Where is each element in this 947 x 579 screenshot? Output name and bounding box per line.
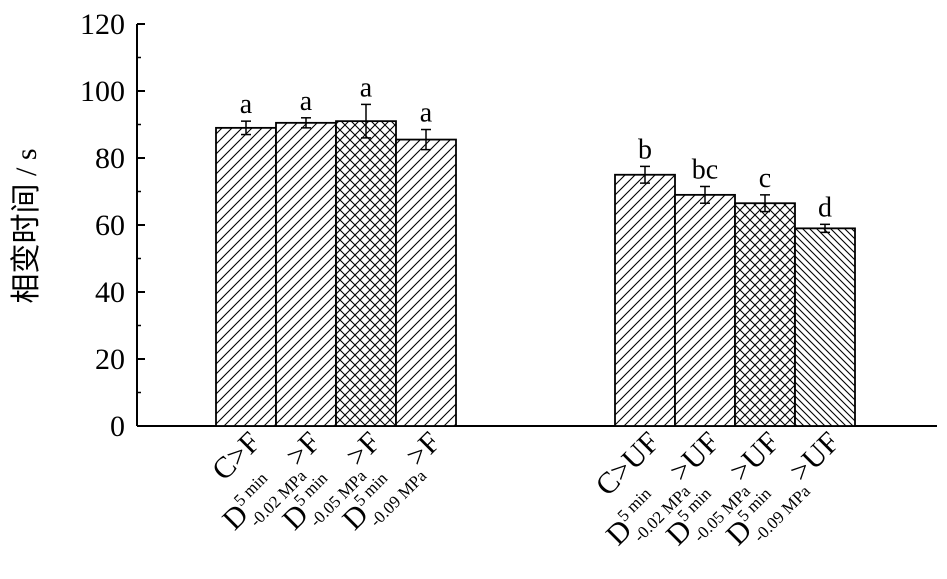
significance-letter: a [300, 86, 313, 117]
y-axis-label: 相变时间 / s [10, 148, 43, 303]
y-tick-label: 120 [80, 8, 125, 41]
bar [275, 121, 337, 427]
bar [215, 126, 277, 427]
axes: 0 20 40 60 80 100 120 [80, 8, 937, 443]
y-tick-label: 100 [80, 75, 125, 108]
significance-letter: b [638, 134, 652, 165]
bar [674, 193, 736, 427]
bar [734, 202, 796, 427]
significance-letter: bc [692, 154, 718, 185]
bars: a a a a b bc c d [215, 72, 856, 427]
y-tick-label: 60 [95, 209, 125, 242]
y-tick-label: 0 [110, 410, 125, 443]
bar [794, 227, 856, 427]
significance-letter: a [240, 89, 253, 120]
bar [395, 138, 457, 427]
x-tick-labels: C>FD5 min-0.02 MPa>FD5 min-0.05 MPa>FD5 … [206, 426, 846, 552]
y-tick-label: 80 [95, 142, 125, 175]
significance-letter: d [818, 192, 832, 223]
significance-letter: a [420, 98, 433, 129]
y-tick-label: 20 [95, 343, 125, 376]
x-tick-label: C>UF [589, 426, 666, 503]
y-tick-label: 40 [95, 276, 125, 309]
bar [335, 120, 397, 427]
significance-letter: c [759, 163, 771, 194]
bar [614, 173, 676, 427]
significance-letter: a [360, 72, 373, 103]
